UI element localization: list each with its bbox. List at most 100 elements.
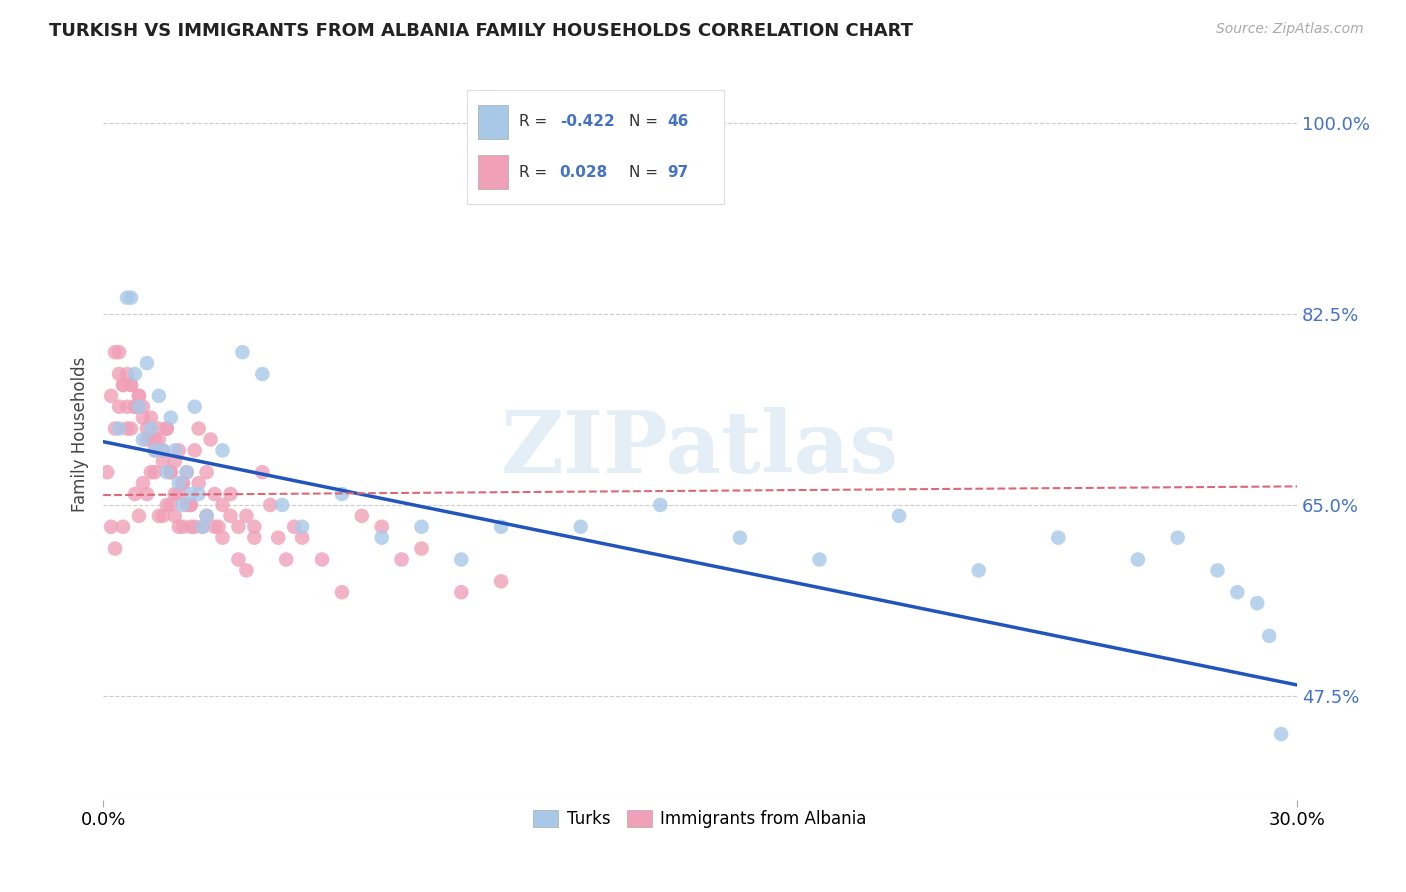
Point [228,552,250,566]
Point [1258,629,1281,643]
Point [167,520,190,534]
Point [120,291,142,305]
Point [271,498,294,512]
Point [112,520,135,534]
Point [211,498,233,512]
Point [124,367,146,381]
Point [1126,552,1149,566]
Point [143,433,166,447]
Point [808,552,831,566]
Point [128,508,150,523]
Point [132,410,155,425]
Point [148,421,170,435]
Point [187,421,209,435]
Point [115,421,138,435]
Point [219,487,242,501]
Point [152,454,174,468]
Point [243,520,266,534]
Point [211,531,233,545]
Point [152,508,174,523]
Point [148,508,170,523]
Point [104,345,127,359]
Point [283,520,305,534]
Point [172,498,194,512]
Point [143,443,166,458]
Point [183,443,205,458]
Point [120,378,142,392]
Point [887,508,910,523]
Point [128,389,150,403]
Point [1246,596,1268,610]
Point [370,520,392,534]
Point [243,531,266,545]
Point [370,531,392,545]
Point [1226,585,1249,599]
Legend: Turks, Immigrants from Albania: Turks, Immigrants from Albania [527,804,873,835]
Point [180,520,202,534]
Point [135,356,157,370]
Point [163,487,186,501]
Point [135,433,157,447]
Point [219,508,242,523]
Point [156,465,179,479]
Point [650,498,672,512]
Point [159,465,181,479]
Point [172,476,194,491]
Point [156,421,179,435]
Text: Source: ZipAtlas.com: Source: ZipAtlas.com [1216,22,1364,37]
Point [450,585,472,599]
Point [180,498,202,512]
Point [139,410,162,425]
Point [152,443,174,458]
Point [104,421,127,435]
Point [172,520,194,534]
Point [252,465,274,479]
Point [120,378,142,392]
Point [411,520,433,534]
Point [252,367,274,381]
Point [176,465,198,479]
Point [235,508,257,523]
Point [139,465,162,479]
Point [128,400,150,414]
Point [187,487,209,501]
Point [132,433,155,447]
Text: ZIPatlas: ZIPatlas [501,407,898,491]
Point [100,520,122,534]
Point [112,378,135,392]
Point [569,520,592,534]
Point [156,498,179,512]
Point [728,531,751,545]
Point [211,443,233,458]
Point [187,476,209,491]
Point [350,508,373,523]
Point [967,563,990,577]
Point [176,465,198,479]
Point [112,378,135,392]
Point [1206,563,1229,577]
Point [330,487,353,501]
Point [96,465,118,479]
Text: TURKISH VS IMMIGRANTS FROM ALBANIA FAMILY HOUSEHOLDS CORRELATION CHART: TURKISH VS IMMIGRANTS FROM ALBANIA FAMIL… [49,22,914,40]
Point [391,552,413,566]
Point [156,421,179,435]
Point [1270,727,1292,741]
Point [139,433,162,447]
Point [167,487,190,501]
Point [267,531,290,545]
Point [291,520,314,534]
Point [100,389,122,403]
Point [259,498,281,512]
Point [163,454,186,468]
Point [191,520,214,534]
Point [108,421,131,435]
Point [207,520,229,534]
Point [115,291,138,305]
Point [172,476,194,491]
Point [489,574,512,589]
Point [167,476,190,491]
Point [183,520,205,534]
Point [411,541,433,556]
Point [195,508,218,523]
Point [235,563,257,577]
